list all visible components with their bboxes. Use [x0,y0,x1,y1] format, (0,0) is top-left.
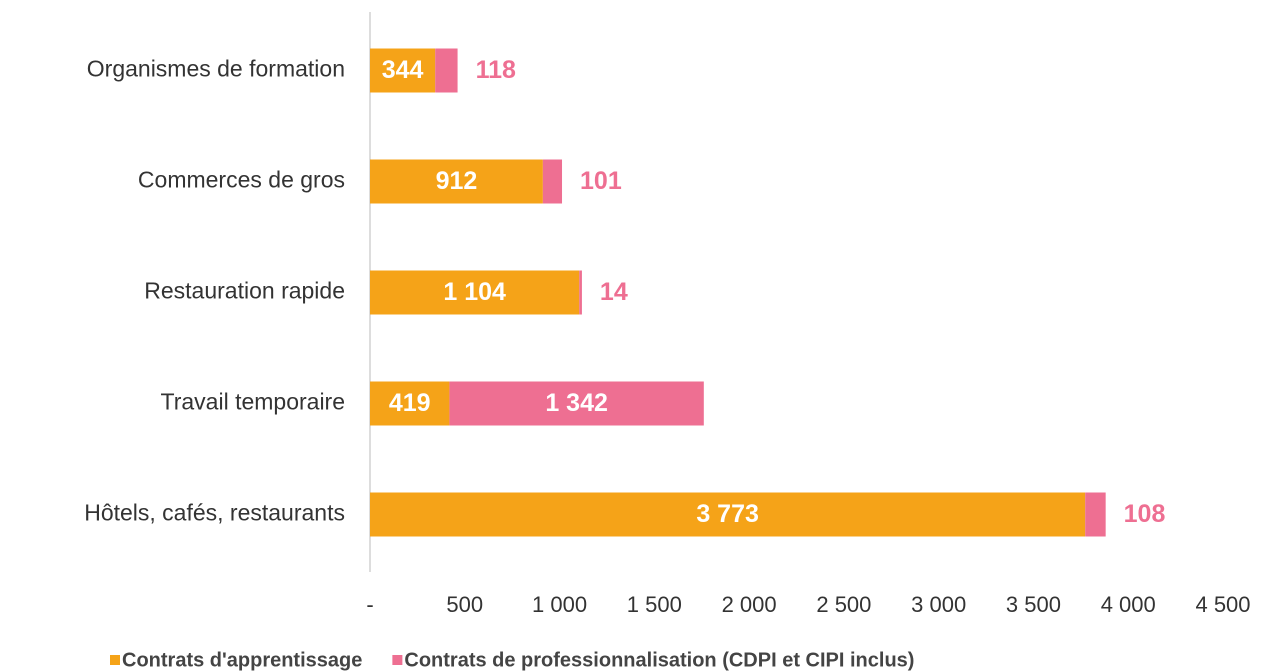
value-label: 419 [389,389,431,417]
bar-segment [435,48,458,93]
bar-segment [579,270,582,315]
value-label: 1 342 [545,389,608,417]
x-tick-label: 1 000 [532,592,587,617]
legend-swatch [110,655,120,665]
bar-segment [1085,492,1106,537]
bar-segment [370,381,450,426]
x-tick-label: 2 000 [722,592,777,617]
bar-segment [370,492,1086,537]
value-label: 101 [580,167,622,195]
x-tick-label: 4 000 [1101,592,1156,617]
category-label: Restauration rapide [144,278,345,304]
value-label: 108 [1124,500,1166,528]
value-label: 3 773 [696,500,759,528]
legend-label: Contrats de professionnalisation (CDPI e… [404,649,914,671]
x-tick-label: - [366,592,373,617]
legend-swatch [392,655,403,665]
value-label: 118 [476,56,516,84]
category-label: Hôtels, cafés, restaurants [84,500,345,526]
bar-segment [370,48,436,93]
value-label: 14 [600,278,628,306]
x-tick-label: 3 500 [1006,592,1061,617]
value-label: 1 104 [443,278,506,306]
bar-segment [370,270,580,315]
x-tick-label: 3 000 [911,592,966,617]
category-label: Travail temporaire [161,389,345,415]
value-label: 344 [382,56,424,84]
legend-label: Contrats d'apprentissage [122,649,362,671]
bar-segment [370,159,543,204]
bar-segment [542,159,563,204]
category-label: Commerces de gros [138,167,345,193]
bar-segment [449,381,704,426]
x-tick-label: 4 500 [1195,592,1250,617]
x-tick-label: 1 500 [627,592,682,617]
value-label: 912 [436,167,478,195]
x-tick-label: 500 [446,592,483,617]
category-label: Organismes de formation [87,56,345,82]
x-tick-label: 2 500 [816,592,871,617]
